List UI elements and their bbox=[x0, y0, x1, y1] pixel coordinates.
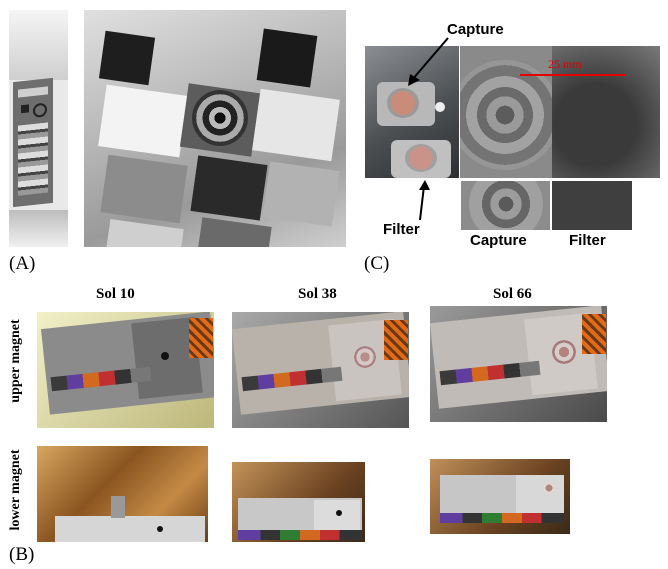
upper-magnet-sol66-photo bbox=[430, 306, 607, 422]
capture-label: Capture bbox=[447, 21, 504, 38]
panel-c-filter-closeup bbox=[552, 46, 660, 178]
column-label-sol66: Sol 66 bbox=[493, 286, 532, 302]
column-label-sol38: Sol 38 bbox=[298, 286, 337, 302]
filter-bottom-label: Filter bbox=[569, 232, 606, 249]
filter-label: Filter bbox=[383, 221, 420, 238]
target-rings bbox=[192, 90, 248, 146]
capture-arrow bbox=[408, 37, 449, 86]
scale-bar bbox=[520, 74, 626, 76]
panel-a-target-photo bbox=[84, 10, 346, 247]
panel-c-label: (C) bbox=[364, 253, 390, 274]
lower-magnet-sol38-photo bbox=[232, 462, 365, 542]
lower-magnet-sol10-photo bbox=[37, 446, 208, 542]
panel-a-label: (A) bbox=[9, 253, 36, 274]
lower-magnet-sol66-photo bbox=[430, 459, 570, 534]
filter-arrow bbox=[419, 180, 430, 221]
scale-bar-text: 25 mm bbox=[548, 57, 582, 71]
panel-a-strip-photo bbox=[9, 10, 68, 247]
column-label-sol10: Sol 10 bbox=[96, 286, 135, 302]
row-label-upper-magnet: upper magnet bbox=[8, 319, 23, 403]
panel-c-device-photo bbox=[365, 46, 459, 178]
panel-b-label: (B) bbox=[9, 544, 35, 565]
upper-magnet-sol38-photo bbox=[232, 312, 409, 428]
panel-c-capture-small bbox=[461, 181, 550, 230]
panel-c-capture-closeup bbox=[460, 46, 552, 178]
capture-bottom-label: Capture bbox=[470, 232, 527, 249]
panel-c-filter-small bbox=[552, 181, 632, 230]
upper-magnet-sol10-photo bbox=[37, 312, 214, 428]
row-label-lower-magnet: lower magnet bbox=[8, 449, 23, 531]
